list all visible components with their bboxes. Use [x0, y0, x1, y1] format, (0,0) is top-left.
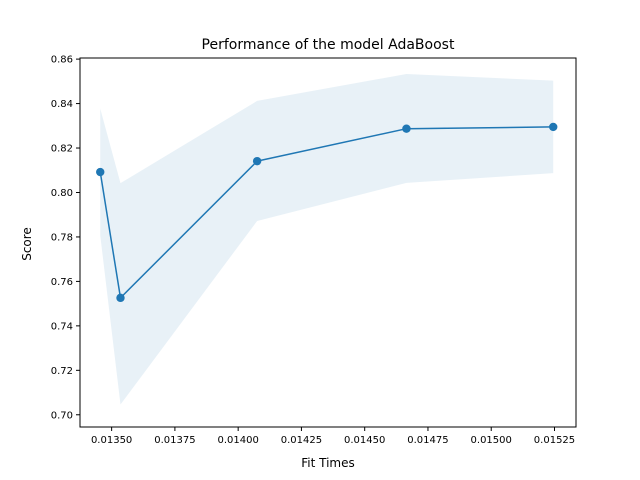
data-point — [252, 156, 262, 166]
y-axis-label: Score — [20, 227, 34, 261]
confidence-band — [100, 74, 554, 405]
y-tick-label: 0.80 — [51, 188, 73, 199]
y-tick-label: 0.74 — [51, 321, 73, 332]
y-tick-label: 0.82 — [51, 144, 73, 155]
x-tick-label: 0.01500 — [471, 435, 512, 446]
y-tick-label: 0.78 — [51, 232, 73, 243]
x-tick-label: 0.01400 — [217, 435, 258, 446]
y-tick-label: 0.76 — [51, 277, 73, 288]
axes-layer: 0.01350 0.01375 0.01400 0.01425 0.01450 0.014… — [51, 55, 577, 446]
x-tick-label: 0.01525 — [534, 435, 575, 446]
y-tick-label: 0.72 — [51, 366, 73, 377]
data-point — [402, 124, 411, 133]
data-point — [96, 167, 105, 177]
y-tick-label: 0.70 — [51, 410, 73, 421]
y-tick-label: 0.86 — [51, 55, 73, 66]
chart-title: Performance of the model AdaBoost — [202, 37, 455, 53]
y-tick-label: 0.84 — [51, 99, 73, 110]
series-point-layer — [96, 122, 558, 303]
confidence-band-layer — [100, 74, 554, 405]
x-tick-label: 0.01425 — [281, 435, 322, 446]
x-axis-label: Fit Times — [301, 456, 355, 470]
x-tick-label: 0.01475 — [407, 435, 448, 446]
x-tick-label: 0.01350 — [91, 435, 132, 446]
x-tick-label: 0.01375 — [154, 435, 195, 446]
data-point — [549, 122, 558, 132]
plot-frame — [79, 57, 577, 428]
x-tick-label: 0.01450 — [344, 435, 385, 446]
data-point — [116, 293, 125, 303]
